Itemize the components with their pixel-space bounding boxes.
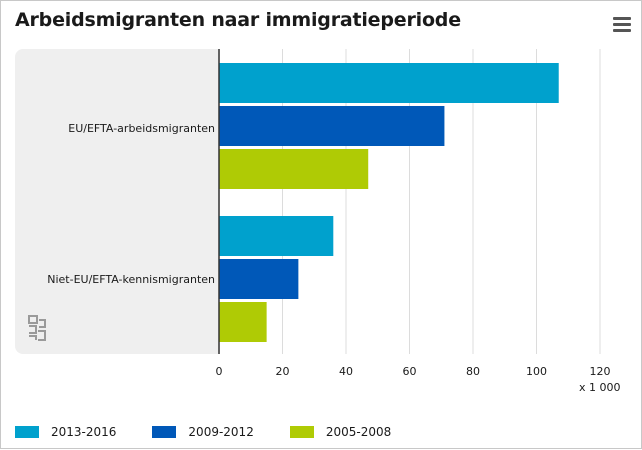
bar-2013-2016-1[interactable] (219, 216, 334, 256)
category-axis-background (15, 49, 220, 354)
legend-swatch (15, 426, 39, 438)
chart-title: Arbeidsmigranten naar immigratieperiode (15, 9, 461, 31)
legend-label: 2005-2008 (325, 425, 392, 439)
legend: 2013-2016 2009-2012 2005-2008 (15, 425, 427, 439)
legend-swatch (289, 426, 314, 438)
axis-unit-label: x 1 000 (579, 381, 621, 394)
hamburger-menu-icon[interactable] (613, 17, 631, 33)
bar-2013-2016-0[interactable] (219, 63, 559, 103)
legend-label: 2013-2016 (51, 425, 117, 439)
cbs-logo (28, 315, 46, 341)
legend-item-2013-2016[interactable]: 2013-2016 (15, 425, 116, 439)
legend-label: 2009-2012 (188, 425, 254, 439)
legend-swatch (152, 426, 177, 438)
legend-item-2005-2008[interactable]: 2005-2008 (289, 425, 392, 439)
category-label-niet-eu-efta: Niet-EU/EFTA-kennismigranten (47, 273, 215, 286)
x-tick-label: 0 (216, 365, 223, 378)
bar-2005-2008-0[interactable] (219, 149, 369, 189)
bar-2005-2008-1[interactable] (219, 302, 267, 342)
x-tick-label: 80 (466, 365, 480, 378)
x-tick-label: 20 (276, 365, 290, 378)
bar-2009-2012-1[interactable] (219, 259, 299, 299)
bar-2009-2012-0[interactable] (219, 106, 445, 146)
x-tick-label: 40 (339, 365, 353, 378)
x-tick-label: 60 (403, 365, 417, 378)
x-tick-label: 120 (590, 365, 611, 378)
x-tick-label: 100 (526, 365, 547, 378)
legend-item-2009-2012[interactable]: 2009-2012 (152, 425, 254, 439)
category-label-eu-efta: EU/EFTA-arbeidsmigranten (68, 122, 215, 135)
